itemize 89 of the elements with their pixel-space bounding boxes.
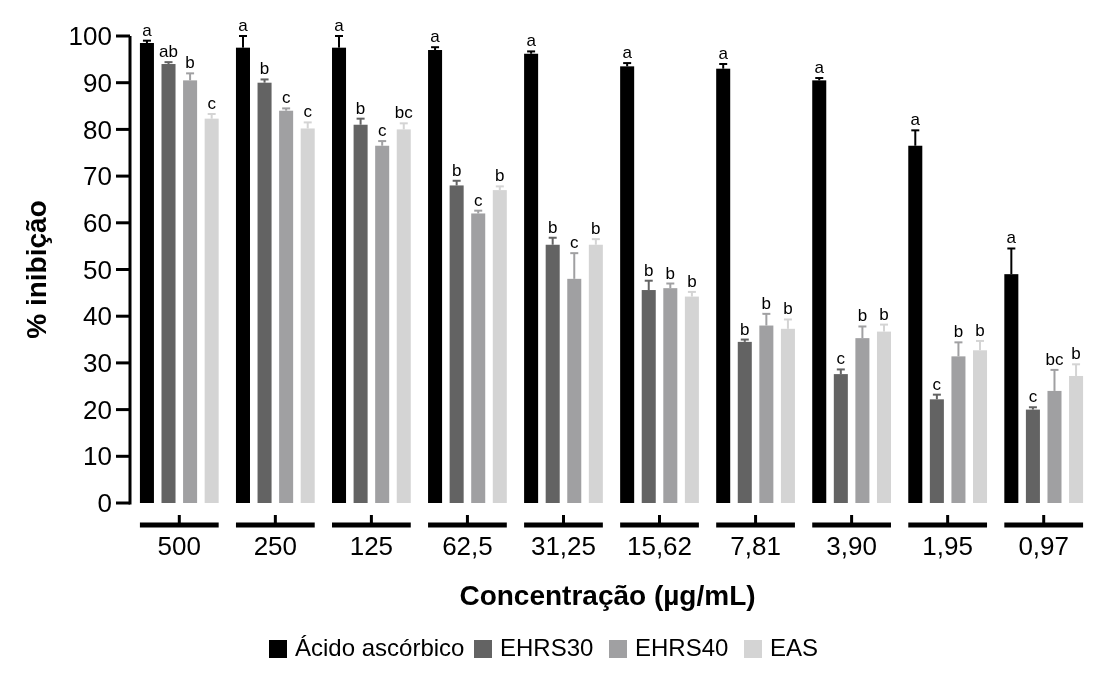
x-tick-label: 1,95 (922, 531, 973, 561)
legend-label: EHRS30 (500, 634, 594, 661)
bar (428, 50, 443, 503)
annotation: b (953, 322, 964, 342)
legend-label: EHRS40 (635, 634, 729, 661)
bar (1025, 409, 1040, 503)
annotation: b (547, 217, 558, 237)
bar (620, 66, 635, 503)
annotation: bc (394, 103, 414, 123)
bar (492, 190, 507, 503)
bar (663, 288, 678, 503)
y-tick-label: 80 (83, 114, 112, 145)
x-tick-label: 125 (349, 531, 394, 561)
annotation: b (665, 263, 676, 283)
bar (833, 374, 848, 503)
annotation: a (430, 27, 441, 47)
y-tick-label: 40 (83, 301, 112, 332)
bar (257, 82, 272, 503)
bar (588, 244, 603, 503)
annotation: a (1006, 228, 1017, 248)
annotation: b (644, 260, 654, 280)
y-tick-label: 0 (97, 488, 112, 519)
annotation: c (377, 121, 387, 141)
y-tick-label: 70 (83, 161, 112, 192)
text: a (238, 16, 249, 35)
y-tick-label: 90 (83, 67, 112, 98)
text: a (334, 16, 345, 35)
annotation: a (526, 31, 537, 51)
annotation: c (932, 374, 942, 394)
annotation: c (281, 88, 291, 108)
annotation: a (814, 58, 825, 78)
annotation: c (207, 93, 217, 113)
annotation: a (718, 44, 729, 64)
annotation: a (622, 43, 633, 63)
annotation: c (303, 102, 313, 122)
annotation: b (591, 219, 601, 239)
bar (524, 53, 539, 503)
x-tick-label: 250 (253, 531, 298, 561)
annotation: a (910, 110, 921, 130)
bar (737, 341, 752, 503)
annotation: c (836, 349, 846, 369)
annotation: b (879, 304, 889, 324)
legend-label: EAS (770, 634, 819, 661)
bar (684, 296, 699, 503)
x-tick-label: 62,5 (442, 531, 493, 561)
annotation: b (687, 271, 697, 291)
bar (375, 145, 390, 503)
annotation: b (185, 53, 195, 73)
bar (204, 118, 219, 503)
annotation: a (142, 20, 153, 40)
annotation: b (259, 59, 270, 79)
bar (353, 124, 368, 503)
annotation: b (1071, 344, 1081, 364)
x-tick-label: 31,25 (530, 531, 597, 561)
x-tick-label: 15,62 (626, 531, 693, 561)
annotation: b (355, 98, 366, 118)
annotation: b (740, 319, 750, 339)
bar (161, 64, 176, 503)
annotation: c (1028, 387, 1038, 407)
bar (812, 80, 827, 503)
y-tick-label: 20 (83, 394, 112, 425)
annotation: b (761, 293, 772, 313)
bar (279, 110, 294, 503)
y-tick-label: 60 (83, 207, 112, 238)
annotation: b (495, 166, 505, 186)
x-axis-title: Concentração (µg/mL) (459, 580, 756, 611)
y-tick-label: 50 (83, 254, 112, 285)
y-tick-label: 100 (68, 21, 112, 52)
bar (716, 68, 731, 503)
annotation: b (783, 299, 793, 319)
y-axis-title: % inibição (21, 200, 52, 339)
bar (139, 43, 154, 503)
bar (929, 399, 944, 503)
bar (471, 213, 486, 503)
annotation: b (975, 320, 985, 340)
annotation: b (857, 306, 868, 326)
bar (449, 185, 464, 503)
annotation: ab (159, 42, 178, 62)
x-tick-label: 0,97 (1018, 531, 1070, 561)
x-tick-label: 500 (157, 531, 201, 561)
annotation: b (451, 160, 462, 180)
y-tick-label: 30 (83, 348, 112, 378)
y-tick-label: 10 (83, 441, 112, 472)
annotation: c (473, 190, 483, 210)
x-tick-label: 3,90 (826, 531, 877, 561)
x-tick-label: 7,81 (730, 531, 781, 561)
annotation: bc (1045, 349, 1064, 369)
annotation: c (570, 233, 580, 253)
legend-label: Ácido ascórbico (295, 634, 465, 661)
